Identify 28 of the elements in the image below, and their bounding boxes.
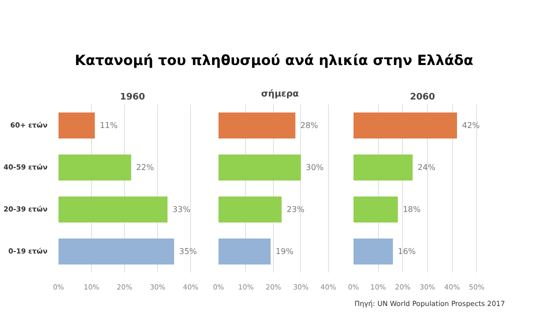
data-label: 33% <box>172 205 191 214</box>
chart-title: 1960 <box>120 92 146 102</box>
bar <box>218 112 296 139</box>
bar <box>58 154 132 181</box>
data-label: 35% <box>179 247 198 256</box>
bar <box>354 154 413 181</box>
data-label: 23% <box>286 205 305 214</box>
text: Κατανομή του πληθυσμού ανά ηλικία στην Ελλάδα <box>74 52 474 71</box>
bar <box>58 112 95 139</box>
chart-title: σήμερα <box>261 88 299 100</box>
data-label: 16% <box>398 247 416 256</box>
data-label: 11% <box>100 121 118 130</box>
data-label: 30% <box>306 163 324 172</box>
bar <box>58 238 174 265</box>
data-label: 18% <box>402 205 422 214</box>
data-label: 22% <box>136 163 154 172</box>
bar <box>354 238 393 265</box>
bar <box>218 196 282 223</box>
chart-title: 2060 <box>410 92 436 102</box>
bar <box>218 238 271 265</box>
bar <box>354 196 398 223</box>
bar <box>218 154 301 181</box>
data-label: 42% <box>462 121 480 130</box>
data-label: 19% <box>276 247 294 256</box>
data-label: 24% <box>418 163 436 172</box>
bar <box>354 112 457 139</box>
bar <box>58 196 168 223</box>
data-label: 28% <box>300 121 319 130</box>
